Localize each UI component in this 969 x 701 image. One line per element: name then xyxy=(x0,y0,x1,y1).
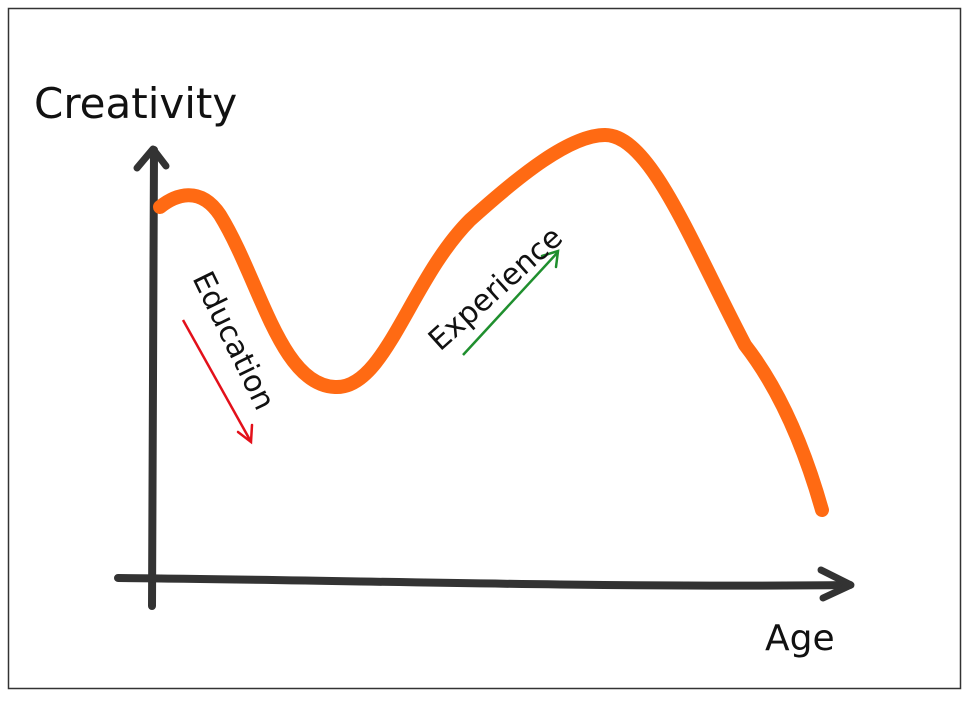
experience-arrowhead xyxy=(540,249,560,269)
creativity-curve xyxy=(153,128,829,517)
x-axis-label: Age xyxy=(765,618,835,659)
y-axis xyxy=(148,146,158,610)
x-axis-arrow xyxy=(817,566,855,602)
experience-arrow xyxy=(462,251,559,356)
education-arrow xyxy=(181,319,252,441)
x-axis xyxy=(114,574,854,590)
education-arrowhead xyxy=(236,423,254,445)
y-axis-label: Creativity xyxy=(34,79,237,128)
y-axis-arrow xyxy=(133,145,170,172)
